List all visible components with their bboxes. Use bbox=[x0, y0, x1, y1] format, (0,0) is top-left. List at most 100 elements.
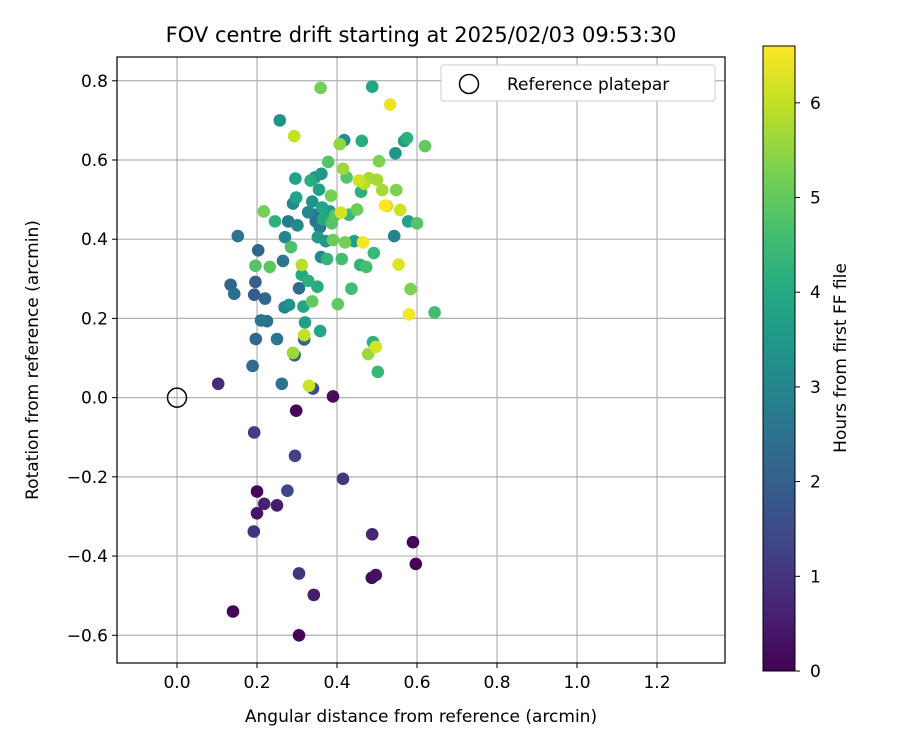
scatter-point bbox=[263, 260, 277, 274]
scatter-point bbox=[336, 162, 350, 175]
scatter-point bbox=[292, 628, 306, 642]
y-tick-label: 0.4 bbox=[81, 230, 108, 250]
scatter-point bbox=[369, 340, 383, 354]
scatter-point bbox=[278, 230, 292, 244]
scatter-point bbox=[365, 80, 379, 94]
scatter-point bbox=[335, 252, 349, 266]
scatter-point bbox=[320, 252, 334, 266]
x-tick-label: 0.8 bbox=[483, 673, 510, 693]
legend-reference-label: Reference platepar bbox=[507, 75, 669, 95]
scatter-point bbox=[372, 154, 386, 168]
scatter-point bbox=[258, 292, 272, 305]
scatter-point bbox=[247, 426, 261, 439]
scatter-point bbox=[282, 298, 296, 312]
scatter-point bbox=[301, 205, 315, 219]
scatter-point bbox=[302, 379, 316, 393]
scatter-point bbox=[257, 205, 271, 218]
reference-layer bbox=[166, 387, 188, 408]
colorbar: 0 1 2 3 4 5 6 Hours from first FF file bbox=[762, 45, 851, 682]
scatter-point bbox=[251, 243, 265, 257]
scatter-point bbox=[367, 246, 381, 260]
scatter-point bbox=[247, 288, 261, 301]
scatter-point bbox=[298, 316, 312, 329]
plot-frame bbox=[116, 56, 726, 664]
scatter-point bbox=[392, 258, 405, 271]
scatter-point bbox=[284, 240, 298, 254]
scatter-point bbox=[383, 98, 397, 111]
x-tick-label: 0.4 bbox=[323, 673, 350, 693]
scatter-point bbox=[268, 215, 282, 228]
scatter-point bbox=[226, 605, 240, 618]
scatter-point bbox=[249, 259, 262, 273]
scatter-point bbox=[291, 219, 304, 232]
scatter-point bbox=[289, 172, 302, 185]
scatter-point bbox=[286, 346, 300, 360]
x-tick-label: 0.0 bbox=[163, 673, 190, 693]
scatter-point bbox=[321, 155, 335, 169]
scatter-point bbox=[312, 183, 326, 196]
y-tick-label: 0.0 bbox=[81, 389, 108, 409]
x-axis-label: Angular distance from reference (arcmin) bbox=[245, 707, 597, 727]
colorbar-gradient bbox=[762, 45, 796, 672]
scatter-point bbox=[275, 377, 289, 391]
scatter-point bbox=[270, 332, 284, 346]
scatter-point bbox=[365, 527, 379, 541]
scatter-point bbox=[315, 167, 328, 181]
scatter-point bbox=[313, 324, 327, 338]
scatter-point bbox=[400, 131, 414, 145]
colorbar-ticks: 0 1 2 3 4 5 6 bbox=[795, 94, 821, 682]
scatter-point bbox=[292, 567, 306, 580]
scatter-point bbox=[406, 535, 420, 549]
scatter-point bbox=[359, 260, 373, 274]
x-tick-label: 1.0 bbox=[563, 673, 590, 693]
colorbar-tick-label: 0 bbox=[810, 662, 821, 682]
scatter-point bbox=[375, 183, 389, 197]
colorbar-tick-label: 5 bbox=[810, 189, 821, 209]
scatter-point bbox=[331, 297, 345, 311]
scatter-point bbox=[311, 230, 325, 244]
scatter-point bbox=[287, 129, 301, 143]
x-ticks: 0.0 0.2 0.4 0.6 0.8 1.0 1.2 bbox=[163, 663, 671, 693]
colorbar-tick-label: 3 bbox=[810, 378, 821, 398]
reference-platepar-marker bbox=[166, 387, 188, 408]
y-tick-label: −0.4 bbox=[67, 547, 108, 567]
colorbar-label: Hours from first FF file bbox=[831, 263, 851, 453]
y-tick-label: −0.6 bbox=[67, 626, 108, 646]
scatter-point bbox=[288, 449, 302, 463]
scatter-point bbox=[301, 274, 315, 288]
scatter-point bbox=[389, 146, 402, 160]
scatter-point bbox=[418, 139, 432, 153]
scatter-point bbox=[254, 314, 268, 327]
legend-box bbox=[440, 64, 716, 102]
scatter-point bbox=[333, 137, 347, 151]
scatter-point bbox=[352, 174, 366, 187]
scatter-point bbox=[387, 229, 401, 243]
y-tick-label: 0.6 bbox=[81, 151, 108, 171]
scatter-point bbox=[307, 588, 321, 602]
scatter-point bbox=[281, 484, 294, 498]
scatter-point bbox=[289, 404, 303, 417]
legend: Reference platepar bbox=[440, 64, 716, 102]
scatter-point bbox=[273, 114, 287, 127]
scatter-point bbox=[305, 295, 319, 308]
scatter-point bbox=[369, 568, 383, 582]
scatter-point bbox=[249, 332, 263, 346]
y-axis-label: Rotation from reference (arcmin) bbox=[23, 220, 43, 500]
scatter-point bbox=[315, 201, 329, 214]
scatter-point bbox=[428, 306, 441, 319]
scatter-point bbox=[311, 280, 324, 294]
scatter-point bbox=[389, 183, 403, 197]
scatter-point bbox=[336, 472, 350, 486]
scatter-point bbox=[249, 275, 262, 289]
colorbar-tick-label: 1 bbox=[810, 567, 821, 587]
x-tick-label: 1.2 bbox=[643, 673, 670, 693]
y-ticks: −0.6 −0.4 −0.2 0.0 0.2 0.4 0.6 0.8 bbox=[67, 72, 117, 646]
scatter-point bbox=[324, 189, 338, 202]
scatter-point bbox=[326, 390, 340, 403]
scatter-point bbox=[355, 134, 369, 148]
scatter-point bbox=[247, 525, 261, 538]
scatter-point bbox=[304, 174, 317, 187]
chart-title: FOV centre drift starting at 2025/02/03 … bbox=[166, 23, 677, 47]
scatter-point bbox=[378, 199, 392, 212]
